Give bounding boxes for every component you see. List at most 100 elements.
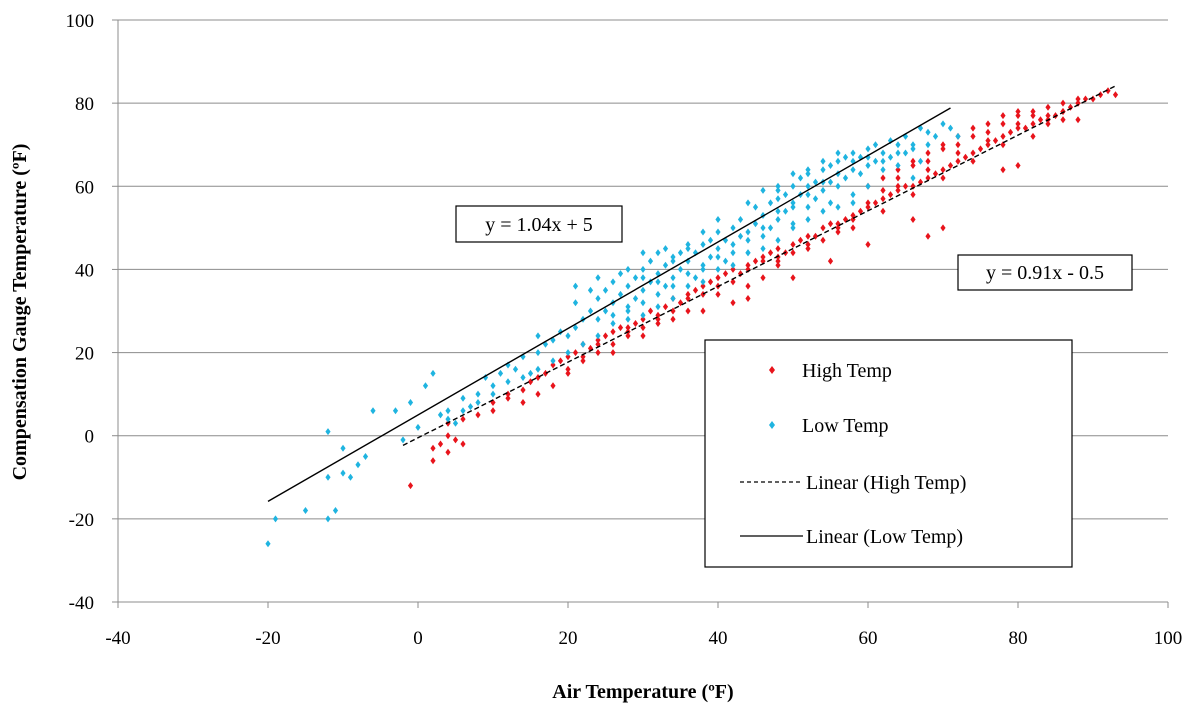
low-temp-point bbox=[662, 282, 669, 290]
low-temp-point bbox=[775, 186, 781, 194]
low-temp-point bbox=[640, 274, 646, 282]
low-temp-point bbox=[895, 149, 901, 157]
low-temp-point bbox=[572, 324, 579, 332]
high-temp-point bbox=[790, 241, 796, 248]
low-temp-point bbox=[475, 399, 481, 406]
high-temp-point bbox=[970, 157, 976, 165]
low-temp-point bbox=[332, 507, 339, 514]
low-temp-point bbox=[730, 261, 736, 269]
high-temp-point bbox=[880, 174, 886, 182]
low-temp-point bbox=[632, 274, 639, 282]
high-temp-point bbox=[505, 394, 511, 402]
high-temp-point bbox=[1030, 132, 1036, 140]
high-temp-point bbox=[820, 224, 826, 232]
high-temp-point bbox=[700, 290, 706, 298]
high-temp-point bbox=[835, 228, 841, 236]
low-temp-point bbox=[707, 236, 714, 244]
low-temp-point bbox=[445, 415, 451, 423]
x-tick-label: 80 bbox=[1009, 628, 1028, 649]
low-temp-point bbox=[640, 299, 646, 307]
high-temp-point bbox=[955, 157, 961, 165]
high-temp-point bbox=[535, 390, 541, 398]
low-temp-point bbox=[745, 249, 751, 257]
high-temp-point bbox=[505, 390, 511, 398]
high-temp-point bbox=[437, 440, 444, 448]
low-temp-point bbox=[640, 265, 646, 273]
low-temp-point bbox=[460, 407, 466, 415]
high-temp-point bbox=[805, 232, 811, 240]
low-temp-point bbox=[392, 407, 399, 415]
low-temp-point bbox=[535, 349, 541, 357]
high-temp-point bbox=[1112, 91, 1119, 99]
low-temp-point bbox=[535, 365, 541, 373]
high-temp-point bbox=[610, 340, 616, 348]
low-temp-point bbox=[700, 278, 706, 286]
high-temp-point bbox=[985, 137, 991, 145]
high-temp-point bbox=[520, 386, 526, 394]
low-temp-point bbox=[685, 270, 691, 278]
high-temp-point bbox=[1060, 116, 1066, 124]
high-temp-point bbox=[730, 278, 736, 286]
low-temp-point bbox=[452, 419, 459, 427]
low-temp-point bbox=[670, 282, 676, 290]
low-temp-point bbox=[842, 174, 849, 182]
low-temp-point bbox=[415, 423, 421, 431]
high-temp-point bbox=[797, 236, 804, 244]
equation-high-temp-text: y = 0.91x - 0.5 bbox=[986, 262, 1104, 284]
high-temp-point bbox=[595, 336, 601, 344]
low-temp-point bbox=[272, 515, 279, 523]
low-temp-point bbox=[790, 203, 796, 211]
low-temp-point bbox=[707, 253, 714, 261]
high-temp-point bbox=[940, 166, 946, 174]
low-temp-point bbox=[715, 228, 721, 236]
low-temp-point bbox=[880, 149, 886, 157]
low-temp-point bbox=[805, 166, 811, 174]
low-temp-point bbox=[632, 295, 639, 302]
y-axis-title: Compensation Gauge Temperature (ºF) bbox=[9, 144, 31, 481]
high-temp-point bbox=[1000, 120, 1006, 128]
high-temp-point bbox=[977, 145, 984, 153]
low-temp-point bbox=[550, 357, 556, 365]
low-temp-point bbox=[752, 203, 759, 211]
low-temp-point bbox=[910, 174, 916, 182]
low-temp-point bbox=[760, 245, 766, 253]
high-temp-point bbox=[655, 320, 661, 327]
high-temp-point bbox=[955, 149, 961, 157]
low-temp-point bbox=[715, 216, 721, 223]
low-temp-point bbox=[865, 162, 871, 169]
high-temp-point bbox=[662, 303, 669, 311]
low-temp-point bbox=[362, 453, 369, 460]
low-temp-point bbox=[422, 382, 429, 390]
high-temp-point bbox=[520, 399, 526, 406]
low-temp-point bbox=[947, 124, 954, 132]
x-tick-label: -20 bbox=[255, 628, 280, 649]
low-temp-point bbox=[775, 207, 781, 215]
high-temp-point bbox=[460, 415, 466, 423]
low-temp-point bbox=[842, 153, 849, 161]
high-temp-point bbox=[1015, 112, 1021, 120]
high-temp-point bbox=[700, 307, 706, 315]
low-temp-point bbox=[700, 265, 706, 273]
high-temp-point bbox=[685, 307, 691, 315]
low-temp-point bbox=[400, 436, 406, 444]
high-temp-point bbox=[940, 224, 946, 232]
low-temp-point bbox=[617, 290, 624, 298]
high-temp-point bbox=[625, 324, 631, 332]
high-temp-point bbox=[632, 320, 639, 327]
high-temp-point bbox=[542, 369, 549, 377]
low-temp-point bbox=[895, 141, 901, 149]
low-temp-point bbox=[685, 241, 691, 248]
y-tick-label: -40 bbox=[69, 593, 94, 614]
high-temp-point bbox=[970, 132, 976, 140]
high-temp-point bbox=[745, 261, 751, 269]
high-temp-point bbox=[580, 357, 586, 365]
high-temp-point bbox=[835, 224, 841, 232]
low-temp-point bbox=[580, 340, 586, 348]
low-temp-point bbox=[655, 278, 661, 286]
low-temp-point bbox=[797, 174, 804, 182]
high-temp-point bbox=[940, 145, 946, 153]
x-axis-title: Air Temperature (ºF) bbox=[552, 681, 733, 703]
low-temp-point bbox=[887, 153, 894, 161]
low-temp-point bbox=[835, 203, 841, 211]
low-temp-point bbox=[325, 515, 331, 523]
